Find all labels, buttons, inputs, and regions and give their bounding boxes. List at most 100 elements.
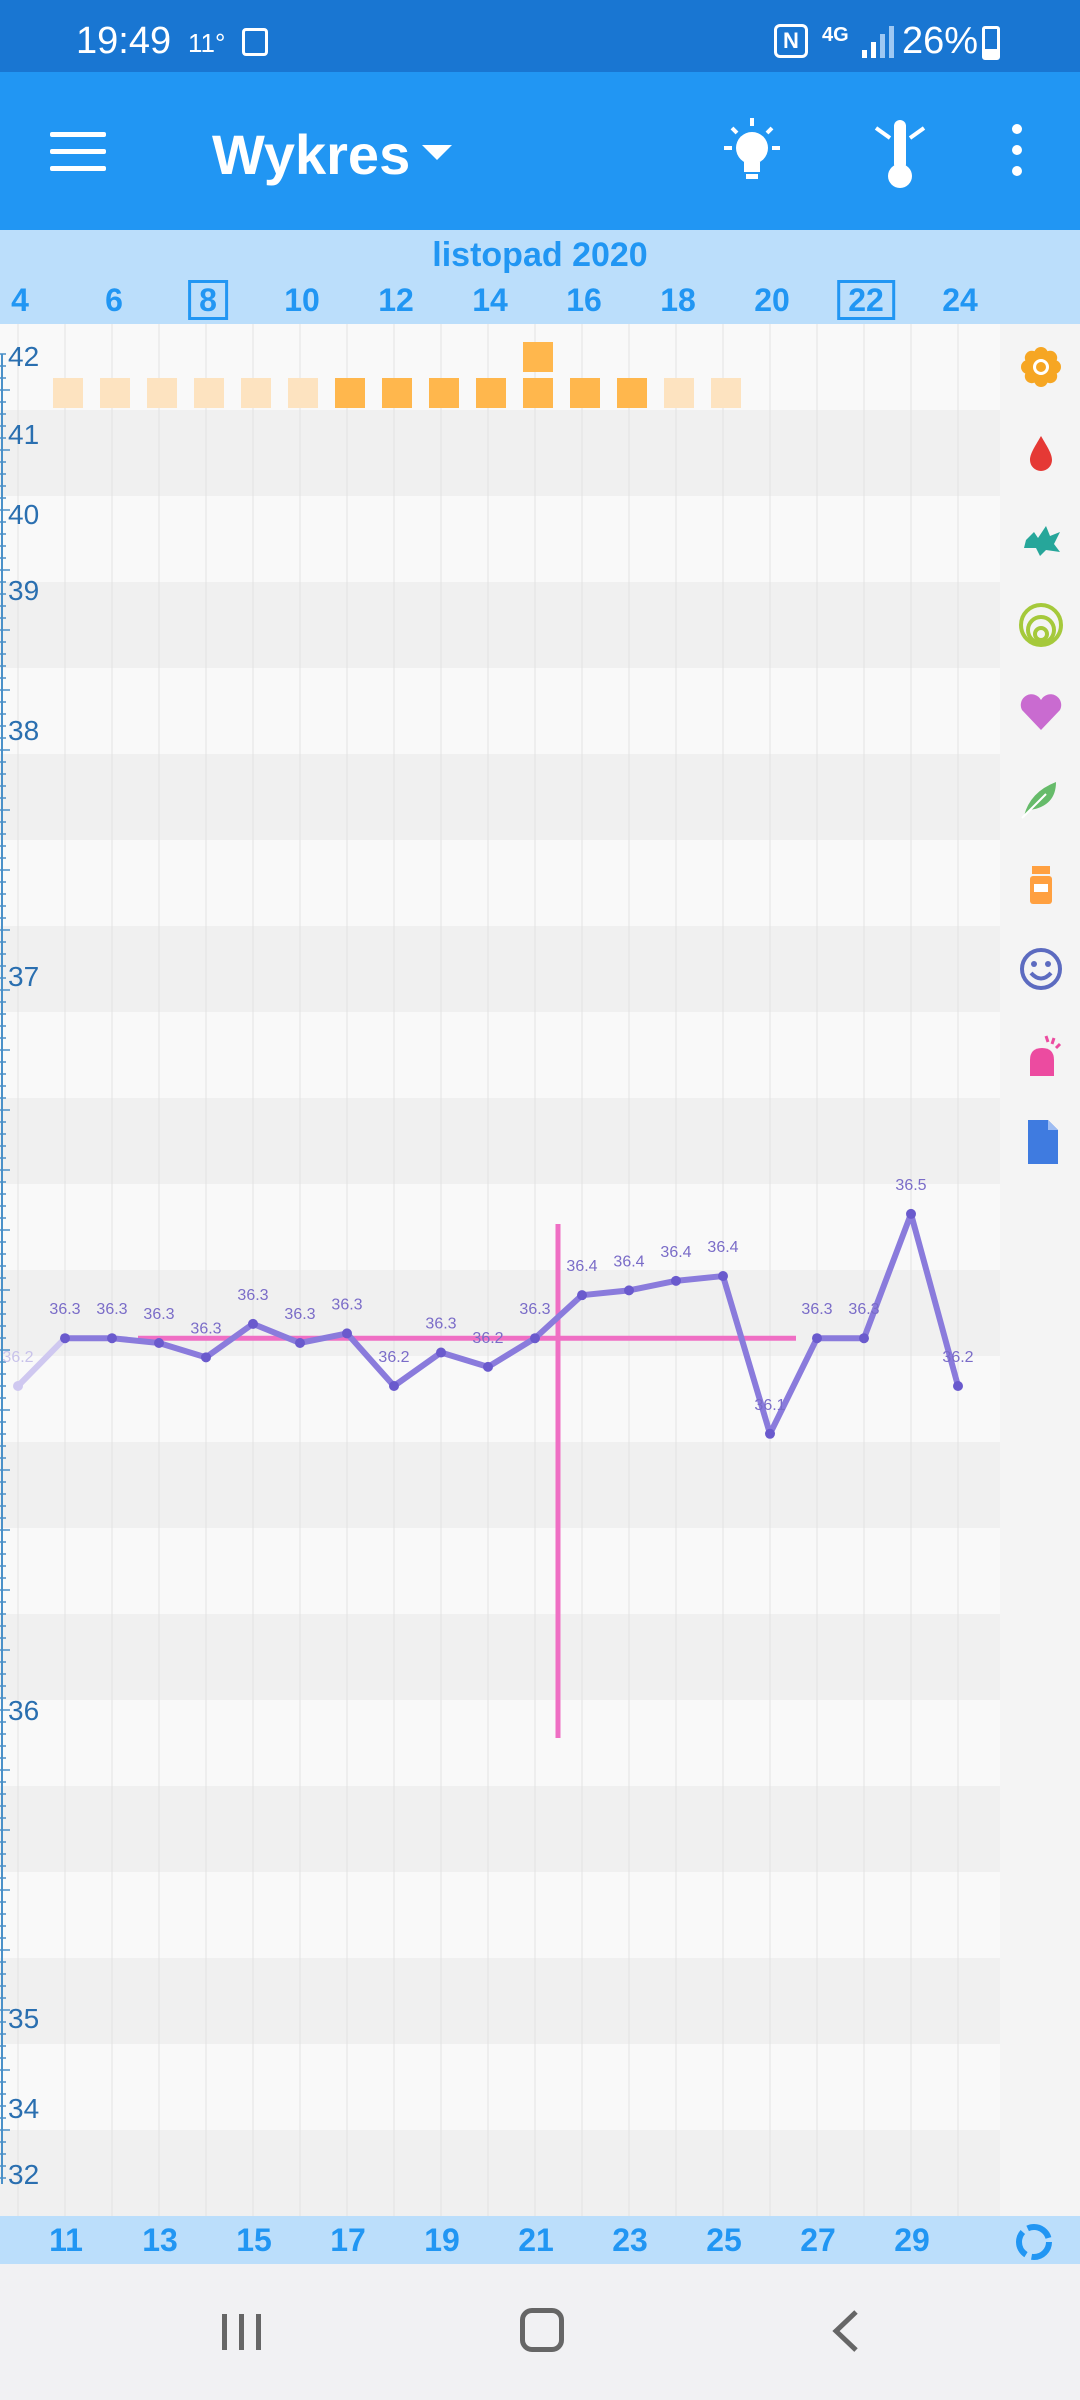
note-icon[interactable] (1016, 1116, 1066, 1166)
status-temperature: 11° (188, 28, 226, 58)
data-point (483, 1361, 493, 1372)
heart-icon[interactable] (1016, 686, 1066, 736)
data-point (342, 1328, 352, 1339)
data-label: 36.3 (801, 1301, 832, 1318)
grid-band (0, 410, 1000, 496)
battery-icon (982, 26, 1000, 60)
period-marker (53, 378, 83, 408)
data-label: 36.4 (660, 1244, 691, 1261)
data-point (107, 1333, 117, 1344)
flower-icon[interactable] (1016, 342, 1066, 392)
period-marker (194, 378, 224, 408)
bottom-day-label: 21 (518, 2222, 554, 2258)
grid-band (0, 754, 1000, 840)
battery-percent: 26% (902, 20, 979, 62)
day-label: 22 (837, 280, 895, 320)
data-point (577, 1290, 587, 1301)
dropdown-icon[interactable] (422, 145, 452, 160)
thermometer-icon[interactable] (872, 114, 928, 194)
period-marker (429, 378, 459, 408)
grid-band (0, 1786, 1000, 1872)
day-label: 10 (284, 282, 320, 318)
grid-band (0, 1270, 1000, 1356)
data-label: 36.3 (49, 1301, 80, 1318)
data-point (859, 1333, 869, 1344)
day-label: 20 (754, 282, 790, 318)
y-tick-label: 32 (8, 2159, 39, 2190)
day-label: 18 (660, 282, 696, 318)
recent-apps-icon[interactable] (220, 2312, 264, 2352)
period-marker (617, 378, 647, 408)
pain-icon[interactable] (1016, 1030, 1066, 1080)
grid-band (0, 582, 1000, 668)
data-point (154, 1337, 164, 1348)
more-vert-icon[interactable] (1008, 124, 1026, 184)
series-line (65, 1210, 961, 1437)
data-point (201, 1352, 211, 1363)
drop-icon[interactable] (1016, 428, 1066, 478)
rings-icon[interactable] (1016, 600, 1066, 650)
period-marker (100, 378, 130, 408)
data-label: 36.4 (566, 1258, 597, 1275)
bottom-day-label: 11 (49, 2222, 83, 2258)
y-tick-label: 38 (8, 715, 39, 746)
period-marker (664, 378, 694, 408)
day-label: 6 (105, 282, 123, 318)
day-label: 16 (566, 282, 602, 318)
data-label: 36.1 (754, 1397, 785, 1414)
day-label: 12 (378, 282, 414, 318)
data-label: 36.3 (519, 1301, 550, 1318)
data-label: 36.4 (613, 1253, 644, 1270)
temperature-chart[interactable]: 42 41 40 39 38 37 36 35 34 32 36.2 36.3 36.3 36.3 36.3… (0, 324, 1000, 2216)
sync-icon[interactable] (1012, 2220, 1056, 2264)
data-point (671, 1275, 681, 1286)
system-nav-bar (0, 2264, 1080, 2400)
smiley-icon[interactable] (1016, 944, 1066, 994)
day-label: 14 (472, 282, 508, 318)
data-point (906, 1208, 916, 1219)
grid-band (0, 1958, 1000, 2044)
period-marker (288, 378, 318, 408)
back-icon[interactable] (826, 2308, 866, 2354)
period-marker (147, 378, 177, 408)
splash-icon[interactable] (1016, 514, 1066, 564)
bottom-day-label: 19 (424, 2222, 460, 2258)
data-point (765, 1428, 775, 1439)
notification-icon (242, 28, 268, 56)
page-title[interactable]: Wykres (212, 123, 411, 186)
data-point (530, 1333, 540, 1344)
data-label: 36.2 (472, 1330, 503, 1347)
bottom-day-label: 13 (142, 2222, 178, 2258)
menu-icon[interactable] (50, 132, 106, 172)
data-point (812, 1333, 822, 1344)
day-label: 4 (11, 282, 29, 318)
app-bar: Wykres (0, 72, 1080, 230)
series-line-faded (15, 1336, 68, 1389)
data-label: 36.3 (143, 1306, 174, 1323)
data-label: 36.3 (284, 1306, 315, 1323)
period-marker (570, 378, 600, 408)
data-point (248, 1318, 258, 1329)
y-tick-label: 37 (8, 961, 39, 992)
y-tick-label: 34 (8, 2093, 39, 2124)
grid-band (0, 2130, 1000, 2216)
network-type: 4G (822, 24, 849, 46)
y-tick-label: 41 (8, 419, 39, 450)
pill-bottle-icon[interactable] (1016, 858, 1066, 908)
grid-band (0, 1614, 1000, 1700)
date-header: listopad 2020 4 6 8 10 12 14 16 18 20 22 24 (0, 230, 1080, 324)
data-label: 36.2 (942, 1349, 973, 1366)
data-label: 36.3 (190, 1320, 221, 1337)
month-label: listopad 2020 (432, 236, 648, 274)
data-label: 36.3 (848, 1301, 879, 1318)
data-label: 36.5 (895, 1177, 926, 1194)
data-point (60, 1333, 70, 1344)
home-icon[interactable] (520, 2308, 564, 2352)
bottom-day-label: 15 (236, 2222, 272, 2258)
data-point (436, 1347, 446, 1358)
data-point (13, 1381, 23, 1391)
leaf-icon[interactable] (1016, 772, 1066, 822)
period-marker (382, 378, 412, 408)
lightbulb-icon[interactable] (720, 114, 784, 194)
y-tick-label: 36 (8, 1695, 39, 1726)
